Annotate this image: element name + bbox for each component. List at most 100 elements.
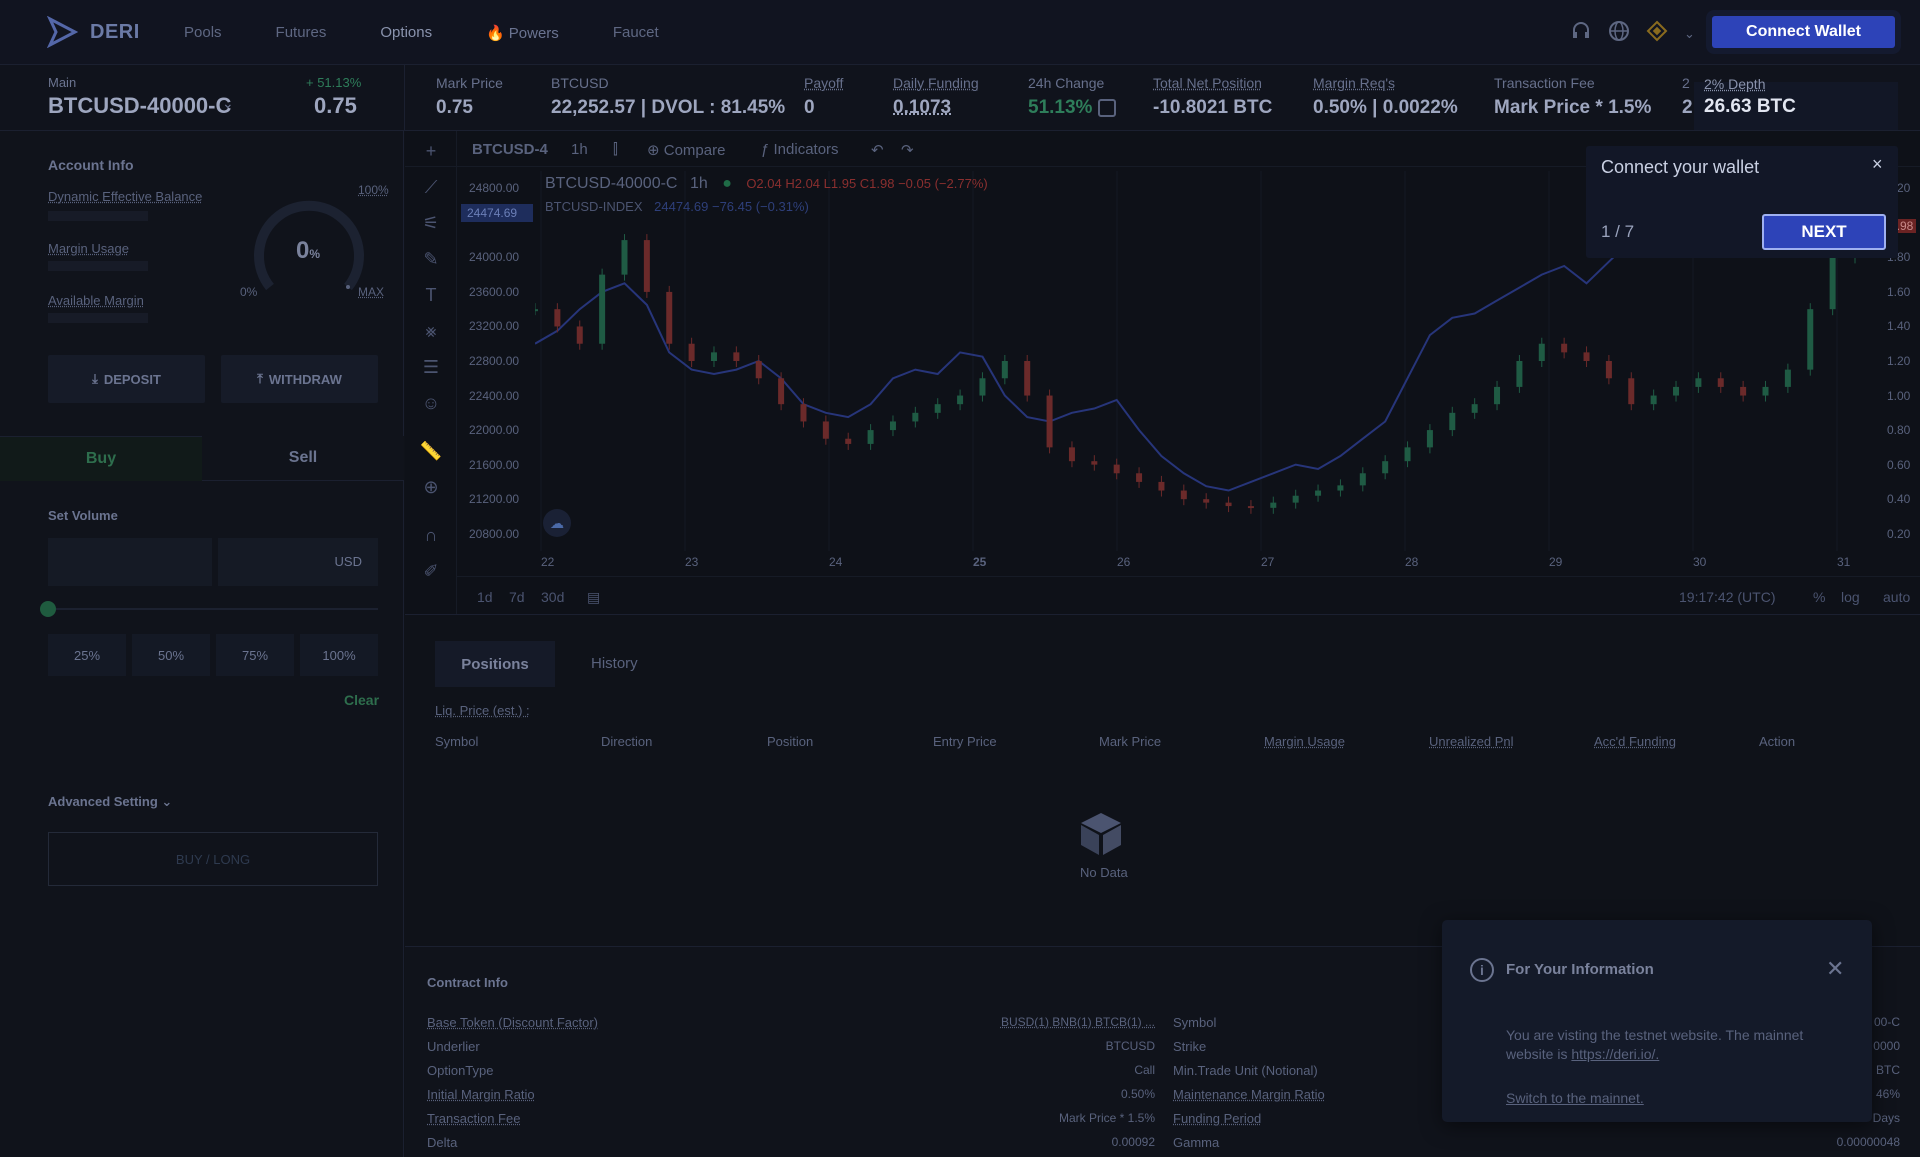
volume-input[interactable] — [48, 538, 212, 586]
gauge-number: 0 — [296, 237, 310, 264]
percent-toggle[interactable]: % — [1813, 589, 1826, 605]
chart-toolbar: BTCUSD-4 1h ⫿ ⊕ Compare ƒ Indicators ↶ ↷ — [405, 131, 1920, 167]
next-button[interactable]: NEXT — [1762, 214, 1886, 250]
nav-options[interactable]: Options — [380, 24, 433, 41]
calendar-icon[interactable]: ▤ — [587, 589, 601, 605]
volume-slider-handle[interactable] — [40, 601, 56, 617]
lock-draw-icon[interactable]: ✐ — [423, 561, 439, 581]
ticker-value: Mark Price * 1.5% — [1494, 97, 1652, 118]
candle — [979, 378, 986, 396]
text-icon[interactable]: T — [425, 285, 437, 305]
tab-positions[interactable]: Positions — [435, 641, 555, 687]
ticker-label: Payoff — [804, 75, 844, 91]
volume-slider-track[interactable] — [48, 608, 378, 610]
pct-25-button[interactable]: 25% — [48, 634, 126, 676]
indicators-button[interactable]: ƒ Indicators — [761, 141, 839, 158]
nav-faucet[interactable]: Faucet — [612, 24, 659, 41]
magnet-icon[interactable]: ∩ — [424, 525, 438, 545]
tab-buy[interactable]: Buy — [0, 436, 202, 481]
deri-logo[interactable]: DERI — [46, 16, 140, 48]
logo-text: DERI — [90, 20, 140, 43]
switch-mainnet-link[interactable]: Switch to the mainnet. — [1506, 1090, 1644, 1106]
deposit-button[interactable]: ⤓ DEPOSIT — [48, 355, 205, 403]
range-7d[interactable]: 7d — [509, 589, 525, 605]
ci-base-token-label: Base Token (Discount Factor) — [427, 1015, 598, 1030]
auto-toggle[interactable]: auto — [1883, 589, 1911, 605]
cloud-icon[interactable]: ☁ — [543, 509, 571, 537]
indicators-label: Indicators — [773, 141, 839, 158]
candle — [576, 326, 583, 344]
trendline-icon[interactable]: ⟋ — [424, 177, 438, 197]
ci-underlier-label: Underlier — [427, 1039, 480, 1054]
mainnet-link[interactable]: https://deri.io/. — [1571, 1046, 1660, 1062]
connect-wallet-button[interactable]: Connect Wallet — [1712, 16, 1895, 48]
col-position: Position — [767, 734, 814, 749]
tab-sell[interactable]: Sell — [202, 436, 404, 481]
tab-history[interactable]: History — [591, 655, 638, 672]
nav-futures[interactable]: Futures — [275, 24, 327, 41]
redo-icon[interactable]: ↷ — [901, 142, 914, 159]
candle — [621, 240, 628, 275]
fib-icon[interactable]: ⚟ — [422, 213, 440, 233]
range-30d[interactable]: 30d — [541, 589, 565, 605]
headset-icon[interactable] — [1570, 20, 1592, 47]
candle — [1359, 473, 1366, 486]
buy-long-button[interactable]: BUY / LONG — [48, 832, 378, 886]
advanced-setting-toggle[interactable]: Advanced Setting ⌄ — [48, 794, 172, 810]
withdraw-button[interactable]: ⤒ WITHDRAW — [221, 355, 378, 403]
ci-optiontype-label: OptionType — [427, 1063, 494, 1078]
set-volume-label: Set Volume — [48, 508, 118, 523]
pct-75-button[interactable]: 75% — [216, 634, 294, 676]
candle — [1113, 464, 1120, 474]
nav-pools[interactable]: Pools — [184, 24, 222, 41]
ticker-value: 0 — [804, 97, 815, 118]
compare-button[interactable]: ⊕ Compare — [647, 141, 725, 159]
ci-base-token-value[interactable]: BUSD(1) BNB(1) BTCB(1) ... — [1000, 1015, 1155, 1029]
ci-initial-margin-value: 0.50% — [1120, 1087, 1155, 1101]
clear-button[interactable]: Clear — [344, 692, 380, 708]
chart-symbol[interactable]: BTCUSD-4 — [472, 141, 548, 158]
chevron-down-icon[interactable]: ⌄ — [1684, 25, 1695, 41]
zoom-icon[interactable]: ⊕ — [423, 477, 439, 497]
chart-interval[interactable]: 1h — [571, 141, 588, 158]
candle — [889, 421, 896, 431]
brush-icon[interactable]: ✎ — [423, 249, 439, 269]
pct-50-button[interactable]: 50% — [132, 634, 210, 676]
candle — [1068, 447, 1075, 462]
gauge-max-label: MAX — [358, 285, 385, 299]
y-tick-label: 24000.00 — [469, 250, 520, 265]
ci-underlier-value: BTCUSD — [1105, 1039, 1155, 1053]
globe-icon[interactable] — [1608, 20, 1630, 47]
candle — [1292, 495, 1299, 503]
info-icon: i — [1470, 958, 1494, 982]
ticker-label: Margin Req's — [1313, 75, 1396, 91]
close-icon[interactable]: ✕ — [1826, 956, 1845, 981]
crosshair-icon[interactable]: + — [425, 141, 437, 161]
ci-symbol-value: 00-C — [1873, 1015, 1900, 1029]
nav-powers[interactable]: 🔥 Powers — [486, 24, 559, 42]
volume-currency-field[interactable]: USD — [218, 538, 378, 586]
ci-delta-value: 0.00092 — [1111, 1135, 1155, 1149]
log-toggle[interactable]: log — [1841, 589, 1860, 605]
candle-type-icon[interactable]: ⫿ — [613, 141, 618, 158]
symbol-selector[interactable]: BTCUSD-40000-C — [48, 93, 232, 118]
emoji-icon[interactable]: ☺ — [421, 393, 441, 413]
pct-100-button[interactable]: 100% — [300, 634, 378, 676]
dynamic-balance-value — [48, 211, 148, 221]
chevron-down-icon[interactable]: ⌄ — [222, 95, 234, 111]
ruler-icon[interactable]: 📏 — [419, 441, 443, 461]
candle — [1180, 490, 1187, 500]
range-1d[interactable]: 1d — [477, 589, 493, 605]
ticker-value: -10.8021 BTC — [1153, 97, 1273, 118]
forecast-icon[interactable]: ☰ — [422, 357, 440, 377]
chart-small-icon[interactable] — [1097, 98, 1116, 117]
undo-icon[interactable]: ↶ — [871, 142, 884, 159]
top-header: DERI Pools Futures Options 🔥 Powers Fauce… — [0, 0, 1920, 65]
y-tick-label: 24800.00 — [469, 181, 520, 196]
bnb-chain-icon[interactable] — [1646, 20, 1668, 47]
pattern-icon[interactable]: ⨳ — [425, 321, 437, 341]
close-icon[interactable]: × — [1872, 154, 1883, 174]
legend-ohlc: O2.04 H2.04 L1.95 C1.98 −0.05 (−2.77%) — [746, 176, 988, 191]
ci-gamma-label: Gamma — [1173, 1135, 1220, 1150]
candle — [1225, 502, 1232, 507]
